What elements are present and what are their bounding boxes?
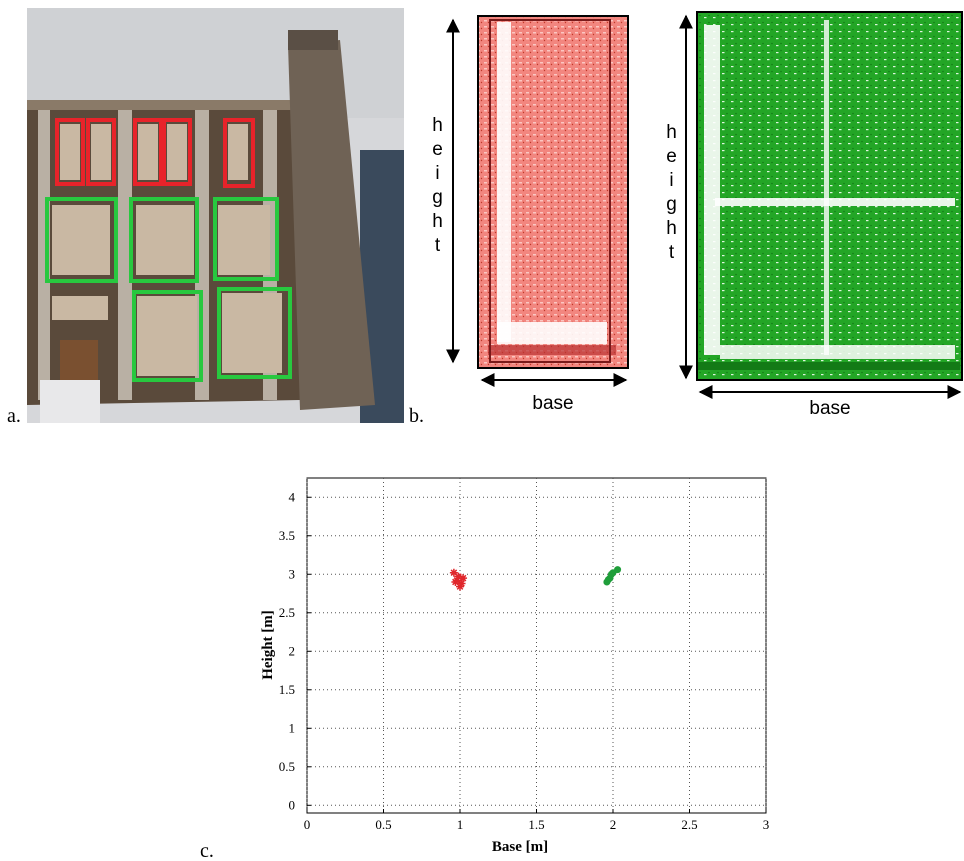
point-cloud-red	[478, 16, 628, 368]
y-tick-label: 2.5	[279, 605, 295, 620]
x-tick-label: 0	[304, 817, 311, 832]
panel-label: b.	[409, 405, 424, 427]
panel-label: a.	[7, 405, 21, 427]
y-tick-label: 0.5	[279, 759, 295, 774]
x-tick-label: 2.5	[681, 817, 697, 832]
star-point	[451, 578, 459, 586]
x-axis-label: Base [m]	[492, 839, 548, 855]
x-tick-label: 2	[610, 817, 617, 832]
y-axis-label: Height [m]	[260, 610, 276, 680]
circle-point	[605, 576, 612, 583]
circle-point	[614, 566, 621, 573]
y-tick-label: 3.5	[279, 528, 295, 543]
base-label: base	[532, 393, 573, 414]
page: a. b. base base c. Base [m] Height [m] 0…	[0, 0, 964, 861]
y-tick-label: 1.5	[279, 682, 295, 697]
x-tick-label: 0.5	[375, 817, 391, 832]
height-label: height	[428, 115, 447, 259]
y-tick-label: 4	[289, 489, 296, 504]
base-label: base	[809, 398, 850, 419]
photo	[27, 8, 404, 423]
figure: a. b. base base c. Base [m] Height [m] 0…	[0, 0, 964, 861]
x-tick-label: 1.5	[528, 817, 544, 832]
y-tick-label: 2	[289, 643, 296, 658]
height-label: height	[662, 122, 681, 266]
panel-label: c.	[200, 840, 214, 861]
x-tick-label: 1	[457, 817, 464, 832]
point-cloud-green	[697, 12, 962, 380]
y-tick-label: 1	[289, 720, 296, 735]
x-tick-label: 3	[763, 817, 770, 832]
y-tick-label: 3	[289, 566, 296, 581]
y-tick-label: 0	[289, 797, 296, 812]
